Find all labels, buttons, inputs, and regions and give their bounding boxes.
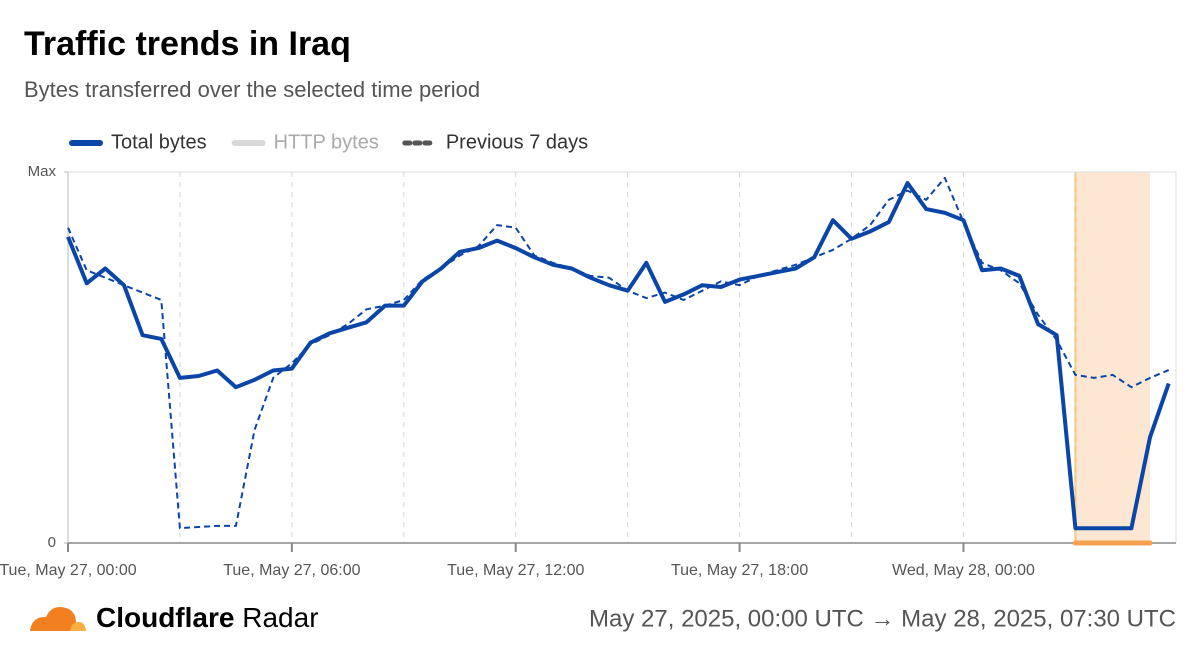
x-tick-label: Wed, May 28, 00:00 <box>892 562 1035 579</box>
x-tick-label: Tue, May 27, 06:00 <box>223 562 360 579</box>
brand: Cloudflare Radar <box>96 602 319 633</box>
legend-item: Previous 7 days <box>402 131 588 153</box>
legend-label: Total bytes <box>111 131 207 153</box>
logo <box>30 607 86 631</box>
legend-item: HTTP bytes <box>231 131 379 153</box>
x-tick-label: Tue, May 27, 18:00 <box>671 562 808 579</box>
logo-cloud <box>30 607 86 631</box>
brand-regular: Radar <box>242 602 318 633</box>
x-tick-label: Tue, May 27, 12:00 <box>447 562 584 579</box>
line-series <box>66 181 1171 531</box>
legend-label: HTTP bytes <box>274 131 379 153</box>
highlight-band <box>1075 172 1151 543</box>
y-tick-label: 0 <box>48 534 56 551</box>
logo-cloud-small <box>70 622 86 631</box>
chart-title: Traffic trends in Iraq <box>24 25 351 63</box>
y-tick-label: Max <box>28 163 57 180</box>
time-range: May 27, 2025, 00:00 UTC → May 28, 2025, … <box>589 605 1176 632</box>
legend-item: Total bytes <box>69 131 207 153</box>
legend-label: Previous 7 days <box>446 131 588 153</box>
chart-subtitle: Bytes transferred over the selected time… <box>24 77 480 102</box>
x-tick-label: Tue, May 27, 00:00 <box>0 562 137 579</box>
line-previous <box>67 176 1170 530</box>
brand-bold: Cloudflare <box>96 602 234 633</box>
